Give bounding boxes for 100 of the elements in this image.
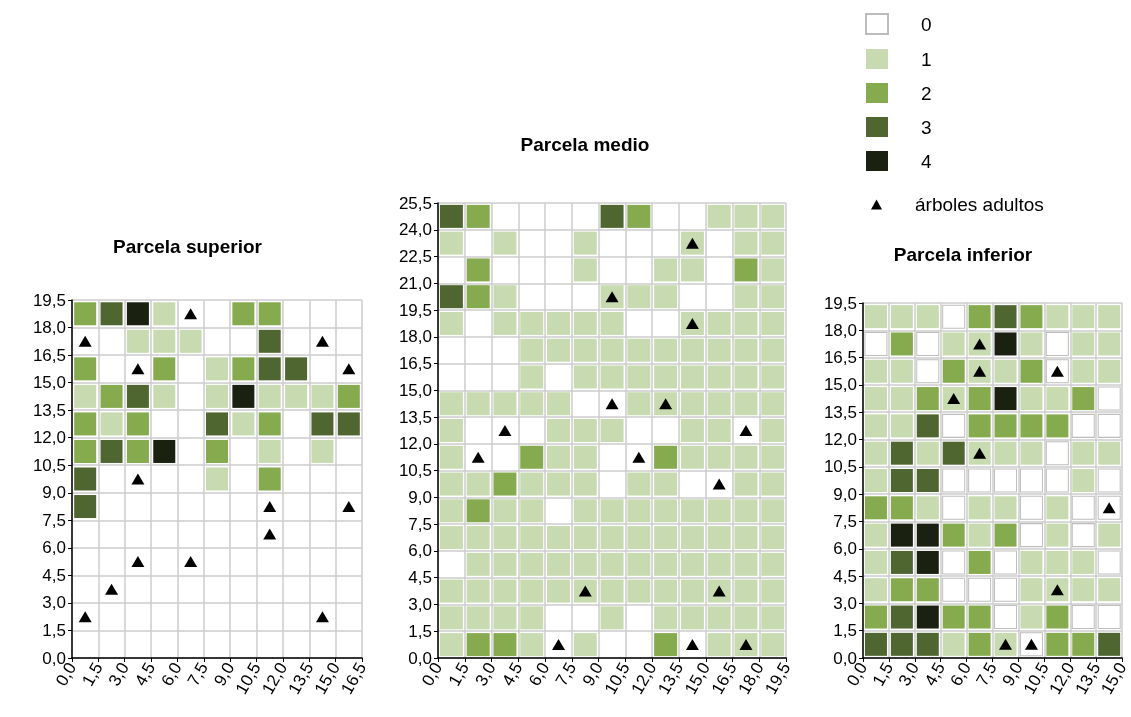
x-tick-label: 4,5 bbox=[498, 659, 527, 690]
legend-label: 1 bbox=[921, 48, 932, 70]
point bbox=[864, 523, 887, 547]
point bbox=[1072, 550, 1095, 574]
point bbox=[1045, 331, 1069, 356]
point bbox=[916, 578, 939, 602]
point bbox=[126, 412, 149, 436]
y-tick-label: 18,0 bbox=[32, 318, 66, 338]
y-tick-label: 15,0 bbox=[32, 373, 66, 393]
point bbox=[942, 495, 966, 520]
point bbox=[1097, 413, 1121, 438]
point bbox=[78, 611, 92, 623]
x-tick-label: 3,0 bbox=[104, 659, 133, 690]
point bbox=[890, 359, 913, 383]
y-tick-label: 6,0 bbox=[42, 538, 66, 558]
y-tick-label: 3,0 bbox=[833, 593, 857, 613]
point bbox=[1072, 332, 1095, 356]
point bbox=[498, 425, 512, 436]
point bbox=[1020, 387, 1043, 411]
point bbox=[1020, 414, 1043, 438]
point bbox=[994, 332, 1017, 356]
y-tick-label: 4,5 bbox=[42, 565, 66, 585]
point bbox=[258, 357, 281, 381]
point bbox=[1020, 441, 1043, 465]
point bbox=[100, 302, 123, 326]
point bbox=[1072, 632, 1095, 656]
y-tick-label: 1,5 bbox=[408, 621, 432, 641]
x-tick-label: 4,5 bbox=[131, 659, 160, 690]
point bbox=[206, 439, 228, 463]
y-tick-label: 4,5 bbox=[833, 566, 857, 586]
x-tick-label: 6,0 bbox=[525, 659, 554, 690]
point bbox=[126, 302, 149, 326]
point bbox=[1020, 332, 1043, 356]
point bbox=[337, 412, 360, 436]
y-tick-label: 16,5 bbox=[32, 345, 66, 365]
point bbox=[864, 414, 887, 438]
point bbox=[258, 467, 281, 491]
point bbox=[206, 412, 228, 436]
point bbox=[1097, 550, 1121, 575]
point bbox=[1020, 605, 1043, 629]
point bbox=[916, 331, 940, 356]
point bbox=[1020, 550, 1043, 574]
point bbox=[206, 384, 228, 408]
y-tick-label: 13,5 bbox=[398, 407, 432, 427]
point bbox=[232, 384, 255, 408]
point bbox=[153, 384, 176, 408]
point bbox=[1097, 386, 1121, 411]
point bbox=[466, 258, 490, 282]
y-tick-label: 9,0 bbox=[42, 483, 66, 503]
point bbox=[864, 469, 887, 492]
point bbox=[890, 332, 913, 356]
point bbox=[968, 523, 991, 547]
point bbox=[864, 359, 887, 383]
point bbox=[942, 577, 966, 602]
point bbox=[994, 496, 1017, 520]
point bbox=[342, 363, 356, 375]
point bbox=[184, 556, 198, 568]
point bbox=[1098, 578, 1121, 602]
y-tick-label: 13,5 bbox=[823, 402, 857, 422]
x-tick-label: 1,5 bbox=[78, 659, 107, 690]
point bbox=[994, 577, 1018, 602]
y-tick-label: 9,0 bbox=[408, 487, 432, 507]
y-tick-label: 19,5 bbox=[398, 300, 432, 320]
point bbox=[712, 478, 726, 490]
point bbox=[285, 357, 308, 381]
point bbox=[968, 387, 991, 411]
point bbox=[916, 469, 939, 492]
point bbox=[258, 302, 281, 326]
point bbox=[153, 329, 176, 353]
point bbox=[1097, 468, 1121, 493]
point bbox=[1046, 523, 1069, 547]
point bbox=[311, 439, 334, 463]
x-tick-label: 7,5 bbox=[551, 659, 581, 690]
point bbox=[179, 329, 202, 353]
point bbox=[311, 384, 334, 408]
y-tick-label: 19,5 bbox=[823, 293, 857, 313]
x-tick-label: 1,5 bbox=[444, 659, 474, 690]
point bbox=[1072, 305, 1095, 329]
point bbox=[864, 496, 887, 520]
x-tick-label: 7,5 bbox=[972, 659, 1001, 690]
point bbox=[600, 204, 624, 228]
y-tick-label: 25,5 bbox=[398, 193, 432, 213]
legend-label: 0 bbox=[921, 13, 932, 35]
y-tick-label: 12,0 bbox=[823, 430, 857, 450]
point bbox=[864, 632, 887, 656]
y-tick-label: 24,0 bbox=[398, 220, 432, 240]
point bbox=[1020, 359, 1043, 383]
y-tick-label: 18,0 bbox=[398, 327, 432, 347]
point bbox=[78, 335, 92, 347]
y-tick-label: 7,5 bbox=[42, 510, 66, 530]
point bbox=[916, 550, 939, 574]
point bbox=[232, 412, 255, 436]
point bbox=[890, 523, 913, 547]
y-tick-label: 6,0 bbox=[833, 539, 857, 559]
point bbox=[942, 332, 965, 356]
point bbox=[654, 445, 678, 469]
point bbox=[942, 413, 966, 438]
point bbox=[739, 425, 753, 436]
point bbox=[994, 550, 1018, 575]
point bbox=[1071, 605, 1095, 630]
